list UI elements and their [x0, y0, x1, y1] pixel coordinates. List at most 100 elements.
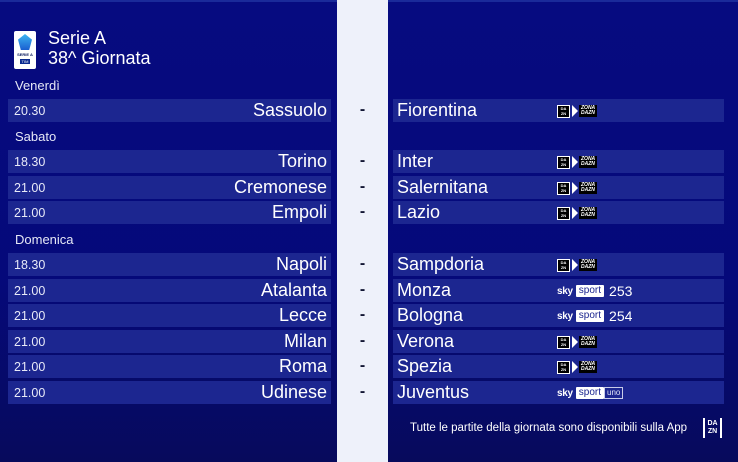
- page-title: Serie A: [48, 28, 107, 48]
- uno-logo-icon: uno: [604, 387, 624, 399]
- away-team: Sampdoria: [397, 254, 485, 274]
- broadcaster-dazn: DA ZN ZONA DAZN: [557, 155, 598, 169]
- match-row-home: 21.00 Empoli: [8, 201, 331, 224]
- away-team: Lazio: [397, 202, 441, 222]
- home-team: Torino: [277, 151, 327, 171]
- header: SERIE A TIM Serie A 38^ Giornata: [14, 28, 151, 69]
- match-row-home: 18.30 Napoli: [8, 253, 331, 276]
- match-separator: -: [359, 152, 366, 169]
- broadcaster-dazn: DA ZN ZONA DAZN: [557, 360, 598, 374]
- separator-column: [337, 0, 388, 462]
- match-separator: -: [359, 281, 366, 298]
- sport-logo-icon: sport: [575, 285, 605, 297]
- zona-dazn-icon: ZONA DAZN: [579, 105, 598, 117]
- match-time: 20.30: [14, 104, 46, 118]
- match-row-away: Salernitana DA ZN ZONA DAZN: [393, 176, 724, 199]
- match-time: 21.00: [14, 206, 46, 220]
- match-row-away: Spezia DA ZN ZONA DAZN: [393, 355, 724, 378]
- zona-dazn-icon: ZONA DAZN: [579, 259, 598, 271]
- broadcaster-dazn: DA ZN ZONA DAZN: [557, 335, 598, 349]
- broadcaster-sky: sky sport 254: [557, 308, 633, 324]
- dazn-icon: DA ZN: [557, 258, 570, 272]
- home-team: Sassuolo: [252, 100, 327, 120]
- match-time: 21.00: [14, 284, 46, 298]
- zona-dazn-icon: ZONA DAZN: [579, 207, 598, 219]
- zona-dazn-icon: ZONA DAZN: [579, 156, 598, 168]
- match-time: 18.30: [14, 155, 46, 169]
- match-row-away: Verona DA ZN ZONA DAZN: [393, 330, 724, 353]
- broadcaster-dazn: DA ZN ZONA DAZN: [557, 181, 598, 195]
- sport-logo-icon: sport: [575, 387, 605, 399]
- broadcaster-sky: sky sport 253: [557, 283, 633, 299]
- day-label-venerdi: Venerdì: [15, 78, 60, 93]
- match-separator: -: [359, 101, 366, 118]
- dazn-icon: DA ZN: [557, 335, 570, 349]
- dazn-icon: DA ZN: [557, 104, 570, 118]
- shield-icon: [18, 34, 32, 50]
- day-label-sabato: Sabato: [15, 129, 57, 144]
- page-subtitle: 38^ Giornata: [48, 48, 151, 68]
- home-team: Roma: [278, 356, 327, 376]
- match-row-away: Sampdoria DA ZN ZONA DAZN: [393, 253, 724, 276]
- home-team: Cremonese: [233, 177, 327, 197]
- dazn-icon: DA ZN: [557, 181, 570, 195]
- home-team: Napoli: [275, 254, 327, 274]
- match-time: 21.00: [14, 335, 46, 349]
- match-time: 21.00: [14, 360, 46, 374]
- away-team: Monza: [397, 280, 452, 300]
- home-team: Empoli: [271, 202, 327, 222]
- match-row-home: 21.00 Cremonese: [8, 176, 331, 199]
- chevron-right-icon: [572, 361, 578, 373]
- match-row-away: Juventus sky sport uno: [393, 381, 724, 404]
- channel-number: 253: [609, 283, 633, 299]
- away-team: Bologna: [397, 305, 464, 325]
- chevron-right-icon: [572, 182, 578, 194]
- channel-number: 254: [609, 308, 633, 324]
- match-row-home: 18.30 Torino: [8, 150, 331, 173]
- dazn-app-icon[interactable]: DA ZN: [703, 418, 722, 438]
- match-time: 21.00: [14, 386, 46, 400]
- away-team: Fiorentina: [397, 100, 478, 120]
- broadcaster-dazn: DA ZN ZONA DAZN: [557, 104, 598, 118]
- chevron-right-icon: [572, 156, 578, 168]
- sport-logo-icon: sport: [575, 310, 605, 322]
- chevron-right-icon: [572, 207, 578, 219]
- match-separator: -: [359, 357, 366, 374]
- away-team: Salernitana: [397, 177, 489, 197]
- zona-dazn-icon: ZONA DAZN: [579, 336, 598, 348]
- dazn-icon: DA ZN: [557, 155, 570, 169]
- match-row-home: 21.00 Udinese: [8, 381, 331, 404]
- chevron-right-icon: [572, 336, 578, 348]
- match-row-home: 21.00 Roma: [8, 355, 331, 378]
- footer-note: Tutte le partite della giornata sono dis…: [410, 422, 688, 434]
- match-row-home: 21.00 Atalanta: [8, 279, 331, 302]
- serie-a-logo-icon: SERIE A TIM: [14, 31, 36, 69]
- away-team: Inter: [397, 151, 434, 171]
- home-team: Atalanta: [260, 280, 327, 300]
- day-label-domenica: Domenica: [15, 232, 74, 247]
- match-separator: -: [359, 178, 366, 195]
- logo-sponsor: TIM: [19, 59, 31, 64]
- match-time: 18.30: [14, 258, 46, 272]
- zona-dazn-icon: ZONA DAZN: [579, 182, 598, 194]
- away-team: Spezia: [397, 356, 453, 376]
- match-separator: -: [359, 203, 366, 220]
- match-separator: -: [359, 255, 366, 272]
- broadcaster-dazn: DA ZN ZONA DAZN: [557, 206, 598, 220]
- match-separator: -: [359, 332, 366, 349]
- chevron-right-icon: [572, 259, 578, 271]
- home-team: Udinese: [260, 382, 327, 402]
- away-team: Juventus: [397, 382, 470, 402]
- match-row-away: Bologna sky sport 254: [393, 304, 724, 327]
- logo-text: SERIE A: [17, 52, 33, 57]
- broadcaster-dazn: DA ZN ZONA DAZN: [557, 258, 598, 272]
- match-row-home: 21.00 Lecce: [8, 304, 331, 327]
- chevron-right-icon: [572, 105, 578, 117]
- broadcaster-sky-uno: sky sport uno: [557, 386, 624, 400]
- home-team: Milan: [283, 331, 327, 351]
- match-separator: -: [359, 306, 366, 323]
- home-team: Lecce: [278, 305, 327, 325]
- match-row-away: Monza sky sport 253: [393, 279, 724, 302]
- match-separator: -: [359, 383, 366, 400]
- match-time: 21.00: [14, 181, 46, 195]
